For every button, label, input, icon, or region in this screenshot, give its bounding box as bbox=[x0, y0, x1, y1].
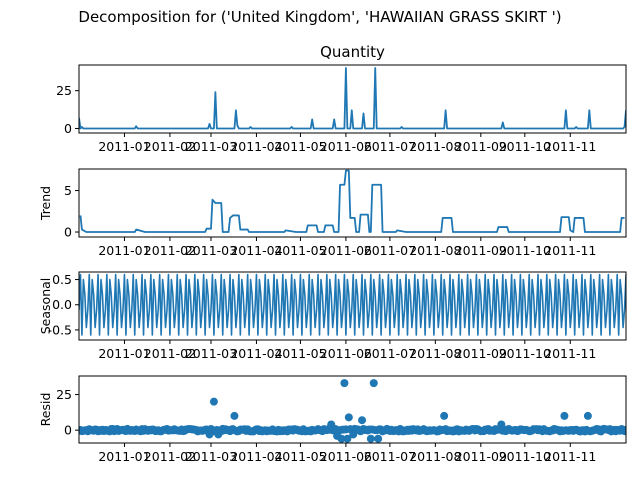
figure-suptitle: Decomposition for ('United Kingdom', 'HA… bbox=[78, 8, 561, 26]
y-tick-label: 25 bbox=[56, 83, 72, 98]
x-tick-label: 2011-08 bbox=[409, 139, 461, 154]
x-tick-label: 2011-10 bbox=[499, 139, 551, 154]
resid-point bbox=[343, 434, 352, 443]
x-tick-label: 2011-02 bbox=[144, 243, 196, 258]
y-tick-label: 0.5 bbox=[52, 272, 72, 287]
resid-point bbox=[366, 434, 375, 443]
x-tick-label: 2011-02 bbox=[144, 346, 196, 361]
x-tick-label: 2011-09 bbox=[455, 243, 507, 258]
x-tick-label: 2011-04 bbox=[230, 346, 282, 361]
x-tick-label: 2011-08 bbox=[409, 449, 461, 464]
x-tick-label: 2011-09 bbox=[455, 346, 507, 361]
x-tick-label: 2011-09 bbox=[455, 449, 507, 464]
y-axis-label-seasonal: Seasonal bbox=[38, 278, 53, 335]
x-tick-label: 2011-02 bbox=[144, 139, 196, 154]
x-tick-label: 2011-04 bbox=[230, 243, 282, 258]
x-tick-label: 2011-05 bbox=[274, 243, 326, 258]
x-tick-label: 2011-06 bbox=[320, 449, 372, 464]
panel-trend: 052011-012011-022011-032011-042011-05201… bbox=[38, 168, 627, 258]
resid-point bbox=[230, 411, 239, 420]
axes-frame-resid bbox=[78, 375, 627, 444]
y-tick-label: 25 bbox=[56, 387, 72, 402]
panel-title-quantity: Quantity bbox=[320, 43, 385, 61]
y-axis-label-resid: Resid bbox=[38, 393, 53, 427]
panel-seasonal: 0.50.0-0.52011-012011-022011-032011-0420… bbox=[38, 271, 627, 361]
data-group-resid bbox=[79, 379, 626, 443]
y-tick-label: 0 bbox=[64, 225, 72, 240]
x-tick-label: 2011-05 bbox=[274, 139, 326, 154]
x-tick-label: 2011-09 bbox=[455, 139, 507, 154]
x-tick-label: 2011-04 bbox=[230, 139, 282, 154]
x-tick-label: 2011-08 bbox=[409, 243, 461, 258]
resid-point bbox=[358, 416, 367, 425]
resid-point bbox=[340, 379, 349, 388]
resid-point bbox=[583, 411, 592, 420]
resid-point bbox=[622, 425, 626, 434]
x-tick-label: 2011-05 bbox=[274, 346, 326, 361]
resid-point bbox=[337, 434, 346, 443]
x-tick-label: 2011-07 bbox=[364, 449, 416, 464]
y-tick-label: 0 bbox=[64, 121, 72, 136]
resid-point bbox=[374, 434, 383, 443]
data-group-seasonal bbox=[79, 273, 626, 336]
resid-point bbox=[560, 411, 569, 420]
trend-series-line bbox=[79, 169, 625, 233]
x-tick-label: 2011-03 bbox=[185, 139, 237, 154]
x-tick-label: 2011-06 bbox=[320, 139, 372, 154]
y-tick-label: 0 bbox=[64, 423, 72, 438]
axes-frame-seasonal bbox=[78, 271, 627, 341]
x-tick-label: 2011-07 bbox=[364, 139, 416, 154]
x-tick-label: 2011-01 bbox=[98, 449, 150, 464]
x-tick-label: 2011-04 bbox=[230, 449, 282, 464]
x-tick-label: 2011-11 bbox=[544, 139, 596, 154]
x-tick-label: 2011-06 bbox=[320, 243, 372, 258]
resid-point bbox=[344, 413, 353, 422]
x-tick-label: 2011-08 bbox=[409, 346, 461, 361]
y-tick-label: -0.5 bbox=[48, 322, 72, 337]
resid-point bbox=[209, 397, 218, 406]
x-tick-label: 2011-07 bbox=[364, 346, 416, 361]
x-tick-label: 2011-11 bbox=[544, 346, 596, 361]
x-tick-label: 2011-03 bbox=[185, 243, 237, 258]
axes-frame-trend bbox=[78, 168, 627, 238]
x-tick-label: 2011-11 bbox=[544, 243, 596, 258]
x-tick-label: 2011-10 bbox=[499, 243, 551, 258]
x-tick-label: 2011-06 bbox=[320, 346, 372, 361]
panel-resid: 0252011-012011-022011-032011-042011-0520… bbox=[38, 375, 627, 464]
x-tick-label: 2011-01 bbox=[98, 243, 150, 258]
x-tick-label: 2011-07 bbox=[364, 243, 416, 258]
x-tick-label: 2011-10 bbox=[499, 449, 551, 464]
y-tick-label: 0.0 bbox=[52, 297, 72, 312]
y-tick-label: 5 bbox=[64, 183, 72, 198]
resid-point bbox=[369, 379, 378, 388]
axes-frame-quantity bbox=[78, 64, 627, 134]
y-axis-label-trend: Trend bbox=[38, 186, 53, 221]
x-tick-label: 2011-03 bbox=[185, 346, 237, 361]
panels-group: 0252011-012011-022011-032011-042011-0520… bbox=[38, 43, 627, 464]
x-tick-label: 2011-10 bbox=[499, 346, 551, 361]
x-tick-label: 2011-03 bbox=[185, 449, 237, 464]
x-tick-label: 2011-05 bbox=[274, 449, 326, 464]
seasonal-series-line bbox=[79, 273, 626, 336]
x-tick-label: 2011-01 bbox=[98, 346, 150, 361]
resid-point bbox=[440, 411, 449, 420]
x-tick-label: 2011-01 bbox=[98, 139, 150, 154]
x-tick-label: 2011-02 bbox=[144, 449, 196, 464]
x-tick-label: 2011-11 bbox=[544, 449, 596, 464]
quantity-series-line bbox=[79, 67, 626, 130]
panel-quantity: 0252011-012011-022011-032011-042011-0520… bbox=[56, 43, 627, 154]
data-group-trend bbox=[79, 169, 625, 233]
data-group-quantity bbox=[79, 67, 626, 130]
